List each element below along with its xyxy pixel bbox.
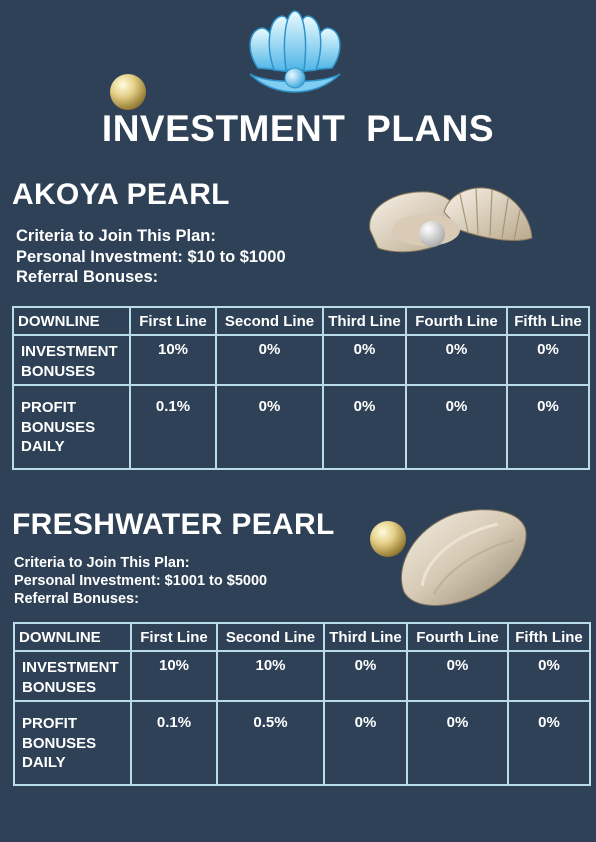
referral-label: Referral Bonuses: (14, 591, 139, 608)
table-cell: 0% (507, 700, 591, 786)
table-cell: 0% (405, 384, 508, 470)
table-cell: 0.1% (129, 384, 217, 470)
table-row: PROFIT BONUSES DAILY 0.1% 0% 0% 0% 0% (12, 384, 590, 470)
bonus-table-akoya: DOWNLINE First Line Second Line Third Li… (12, 306, 590, 470)
personal-investment: Personal Investment: $10 to $1000 (16, 247, 286, 266)
row-label: INVESTMENT BONUSES (12, 334, 131, 386)
table-cell: 0.1% (130, 700, 218, 786)
seashell-logo-icon (249, 10, 341, 93)
header-cell: Second Line (215, 306, 324, 336)
plan-name-freshwater: FRESHWATER PEARL (12, 508, 335, 541)
oyster-with-pearl-icon (369, 187, 533, 253)
header-cell: DOWNLINE (13, 622, 132, 652)
personal-investment: Personal Investment: $1001 to $5000 (14, 573, 268, 590)
table-header-row: DOWNLINE First Line Second Line Third Li… (12, 306, 590, 336)
row-label: PROFIT BONUSES DAILY (12, 384, 131, 470)
table-cell: 0% (405, 334, 508, 386)
table-cell: 0.5% (216, 700, 325, 786)
table-cell: 0% (215, 334, 324, 386)
table-cell: 10% (216, 650, 325, 702)
table-cell: 0% (506, 384, 590, 470)
table-cell: 0% (323, 650, 408, 702)
gold-pearl-icon (110, 74, 146, 110)
criteria-label: Criteria to Join This Plan: (16, 227, 216, 245)
table-cell: 10% (129, 334, 217, 386)
header-cell: First Line (129, 306, 217, 336)
header-cell: DOWNLINE (12, 306, 131, 336)
table-cell: 0% (406, 700, 509, 786)
table-row: PROFIT BONUSES DAILY 0.1% 0.5% 0% 0% 0% (13, 700, 591, 786)
plan-name-akoya: AKOYA PEARL (12, 178, 230, 211)
header-cell: Fourth Line (405, 306, 508, 336)
plan-criteria-freshwater: Criteria to Join This Plan: Personal Inv… (14, 554, 267, 608)
table-cell: 0% (322, 384, 407, 470)
header-cell: First Line (130, 622, 218, 652)
table-cell: 0% (506, 334, 590, 386)
gold-pearl-icon (370, 521, 406, 557)
table-cell: 0% (215, 384, 324, 470)
table-header-row: DOWNLINE First Line Second Line Third Li… (13, 622, 591, 652)
table-cell: 0% (323, 700, 408, 786)
table-cell: 0% (406, 650, 509, 702)
header-cell: Fifth Line (506, 306, 590, 336)
freshwater-pearl-shell-icon (400, 509, 527, 606)
header-cell: Fifth Line (507, 622, 591, 652)
bonus-table-freshwater: DOWNLINE First Line Second Line Third Li… (13, 622, 591, 786)
header-cell: Third Line (322, 306, 407, 336)
referral-label: Referral Bonuses: (16, 268, 159, 287)
header-cell: Fourth Line (406, 622, 509, 652)
table-cell: 0% (507, 650, 591, 702)
row-label: PROFIT BONUSES DAILY (13, 700, 132, 786)
table-cell: 10% (130, 650, 218, 702)
row-label: INVESTMENT BONUSES (13, 650, 132, 702)
header-cell: Third Line (323, 622, 408, 652)
page-title: INVESTMENT PLANS (101, 108, 495, 149)
table-row: INVESTMENT BONUSES 10% 0% 0% 0% 0% (12, 334, 590, 386)
criteria-label: Criteria to Join This Plan: (14, 555, 190, 571)
table-cell: 0% (322, 334, 407, 386)
header-cell: Second Line (216, 622, 325, 652)
plan-criteria-akoya: Criteria to Join This Plan: Personal Inv… (16, 226, 286, 288)
table-row: INVESTMENT BONUSES 10% 10% 0% 0% 0% (13, 650, 591, 702)
